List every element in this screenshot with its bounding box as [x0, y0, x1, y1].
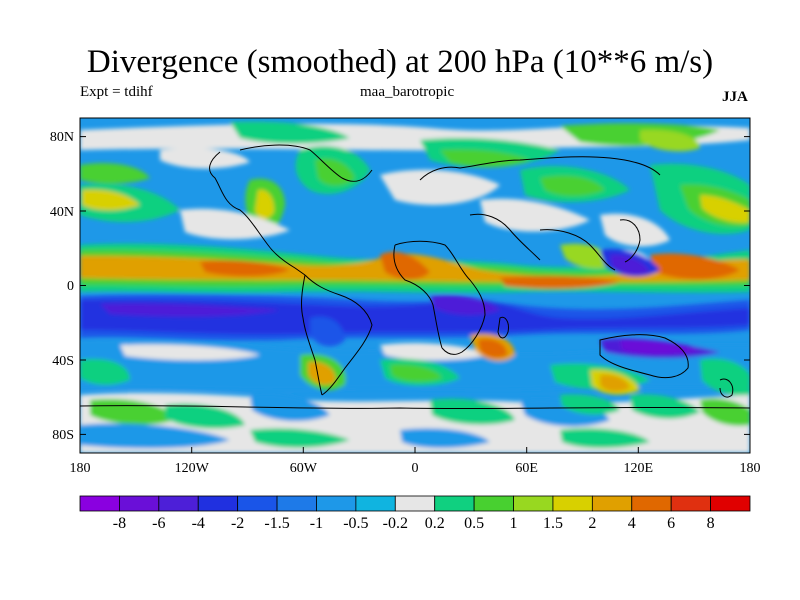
lat-label: 80S: [52, 428, 74, 443]
colorbar-swatch: [552, 495, 593, 512]
lat-label: 80N: [50, 130, 74, 145]
lon-label: 120E: [624, 461, 654, 476]
colorbar-swatch: [158, 495, 199, 512]
colorbar: -8 -6 -4 -2 -1.5 -1 -0.5 -0.2 0.2 0.5 1 1.5 2 4 6 8: [79, 495, 751, 532]
experiment-label: Expt = tdihf: [80, 84, 153, 100]
colorbar-label: 2: [588, 515, 596, 532]
colorbar-swatch: [670, 495, 711, 512]
divergence-field: [80, 118, 750, 453]
colorbar-label: -8: [113, 515, 126, 532]
colorbar-swatch: [473, 495, 514, 512]
lon-label: 180: [70, 461, 91, 476]
colorbar-label: 4: [628, 515, 636, 532]
lat-label: 40S: [52, 354, 74, 369]
lon-label: 180: [740, 461, 761, 476]
lat-ticks: [80, 136, 750, 435]
colorbar-swatch: [276, 495, 317, 512]
colorbar-swatch: [591, 495, 633, 512]
colorbar-swatch: [355, 495, 396, 512]
colorbar-label: -0.5: [343, 515, 368, 532]
colorbar-swatch: [513, 495, 554, 512]
coastlines: [80, 144, 750, 410]
colorbar-label: 0.5: [464, 515, 484, 532]
colorbar-label: 6: [667, 515, 675, 532]
lon-label: 0: [412, 461, 419, 476]
colorbar-label: -0.2: [383, 515, 408, 532]
colorbar-swatch: [434, 495, 475, 512]
colorbar-label: -1.5: [264, 515, 289, 532]
lat-label: 40N: [50, 205, 74, 220]
colorbar-label: -4: [192, 515, 205, 532]
lon-ticks: [79, 447, 751, 453]
lon-label: 120W: [175, 461, 210, 476]
colorbar-label: 1: [510, 515, 518, 532]
colorbar-label: 8: [707, 515, 715, 532]
colorbar-swatch: [710, 495, 751, 512]
colorbar-swatch: [197, 495, 239, 512]
colorbar-swatch: [631, 495, 672, 512]
colorbar-label: -2: [231, 515, 244, 532]
colorbar-swatch: [119, 495, 160, 512]
season-label: JJA: [722, 89, 748, 105]
colorbar-label: -1: [310, 515, 323, 532]
lon-label: 60W: [290, 461, 318, 476]
lat-label: 0: [67, 279, 74, 294]
colorbar-swatch: [316, 495, 357, 512]
model-label: maa_barotropic: [360, 84, 455, 100]
colorbar-label: 1.5: [543, 515, 563, 532]
colorbar-swatch: [79, 495, 120, 512]
colorbar-label: 0.2: [425, 515, 445, 532]
map-title: Divergence (smoothed) at 200 hPa (10**6 …: [86, 44, 714, 80]
colorbar-label: -6: [152, 515, 165, 532]
colorbar-swatch: [237, 495, 278, 512]
colorbar-swatch: [394, 495, 436, 512]
lon-label: 60E: [515, 461, 538, 476]
